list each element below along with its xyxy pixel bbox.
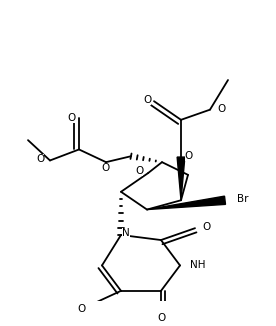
- Polygon shape: [147, 196, 225, 210]
- Text: O: O: [36, 154, 44, 164]
- Text: O: O: [185, 151, 193, 161]
- Text: O: O: [78, 304, 86, 314]
- Text: Br: Br: [237, 194, 248, 204]
- Polygon shape: [177, 157, 185, 200]
- Text: O: O: [135, 166, 143, 176]
- Text: O: O: [143, 95, 151, 105]
- Text: NH: NH: [190, 259, 205, 270]
- Text: O: O: [218, 104, 226, 114]
- Text: N: N: [122, 228, 130, 238]
- Text: O: O: [67, 112, 75, 123]
- Text: O: O: [157, 313, 165, 323]
- Text: O: O: [101, 163, 110, 173]
- Text: O: O: [203, 222, 211, 232]
